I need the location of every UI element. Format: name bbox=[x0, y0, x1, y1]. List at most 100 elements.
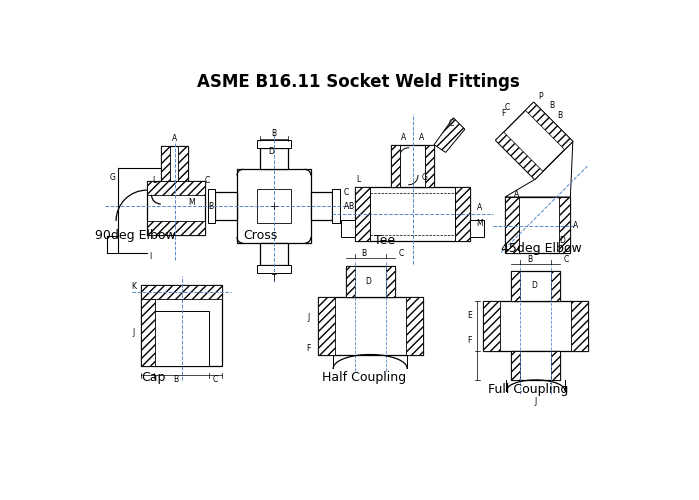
Polygon shape bbox=[147, 221, 205, 235]
Text: B: B bbox=[208, 202, 213, 211]
Polygon shape bbox=[208, 190, 215, 223]
Text: D: D bbox=[560, 236, 565, 246]
Polygon shape bbox=[141, 285, 222, 299]
Polygon shape bbox=[511, 350, 520, 380]
Text: B: B bbox=[361, 249, 366, 258]
Polygon shape bbox=[355, 187, 370, 241]
Text: Cross: Cross bbox=[243, 229, 278, 242]
Polygon shape bbox=[511, 272, 520, 300]
Polygon shape bbox=[505, 142, 573, 197]
Polygon shape bbox=[141, 285, 222, 366]
Text: M: M bbox=[476, 218, 483, 228]
Polygon shape bbox=[345, 266, 395, 297]
Polygon shape bbox=[391, 144, 401, 187]
Polygon shape bbox=[257, 265, 291, 272]
Text: C: C bbox=[212, 376, 218, 384]
Polygon shape bbox=[496, 102, 573, 180]
Text: A: A bbox=[172, 134, 178, 143]
Polygon shape bbox=[496, 132, 543, 180]
Polygon shape bbox=[260, 244, 288, 265]
Text: D: D bbox=[531, 282, 537, 290]
Text: ASME B16.11 Socket Weld Fittings: ASME B16.11 Socket Weld Fittings bbox=[197, 72, 520, 90]
Text: G: G bbox=[421, 174, 427, 182]
Text: J: J bbox=[132, 328, 134, 337]
Text: B: B bbox=[557, 111, 562, 120]
Text: F: F bbox=[468, 336, 472, 345]
Text: 90deg Elbow: 90deg Elbow bbox=[95, 229, 176, 242]
Polygon shape bbox=[391, 144, 434, 187]
Text: C: C bbox=[344, 188, 349, 197]
Polygon shape bbox=[455, 187, 470, 241]
Text: C: C bbox=[505, 103, 510, 112]
Text: C: C bbox=[398, 249, 403, 258]
Text: M: M bbox=[188, 198, 195, 207]
Text: A: A bbox=[419, 132, 424, 141]
Text: A: A bbox=[477, 204, 482, 212]
Text: D: D bbox=[268, 147, 275, 156]
Polygon shape bbox=[484, 300, 500, 350]
Polygon shape bbox=[511, 272, 561, 300]
Text: B: B bbox=[173, 376, 178, 384]
Text: Half Coupling: Half Coupling bbox=[322, 370, 407, 384]
Polygon shape bbox=[434, 118, 465, 152]
Polygon shape bbox=[526, 102, 573, 150]
Polygon shape bbox=[107, 236, 117, 252]
Polygon shape bbox=[178, 146, 188, 181]
Polygon shape bbox=[559, 197, 570, 252]
Polygon shape bbox=[345, 266, 355, 297]
Polygon shape bbox=[571, 300, 588, 350]
Polygon shape bbox=[405, 297, 422, 354]
Text: C: C bbox=[564, 254, 569, 264]
Text: A: A bbox=[514, 190, 519, 199]
Text: L: L bbox=[152, 176, 157, 186]
Polygon shape bbox=[551, 350, 561, 380]
Text: B: B bbox=[549, 101, 554, 110]
Text: J: J bbox=[308, 314, 310, 322]
Polygon shape bbox=[425, 144, 434, 187]
Text: B: B bbox=[271, 130, 277, 138]
Text: Full Coupling: Full Coupling bbox=[488, 383, 568, 396]
Text: L: L bbox=[356, 175, 361, 184]
Text: B: B bbox=[348, 202, 354, 211]
Polygon shape bbox=[215, 192, 237, 220]
Polygon shape bbox=[311, 192, 333, 220]
Polygon shape bbox=[161, 146, 188, 181]
Polygon shape bbox=[237, 170, 311, 244]
Polygon shape bbox=[505, 197, 519, 252]
Polygon shape bbox=[386, 266, 395, 297]
Text: E: E bbox=[467, 311, 472, 320]
Text: D: D bbox=[366, 277, 372, 286]
Text: F: F bbox=[501, 109, 506, 118]
Text: K: K bbox=[131, 282, 136, 292]
Polygon shape bbox=[257, 140, 291, 148]
Polygon shape bbox=[551, 272, 561, 300]
Polygon shape bbox=[484, 300, 588, 350]
Polygon shape bbox=[505, 197, 570, 252]
Text: J: J bbox=[535, 397, 537, 406]
Polygon shape bbox=[147, 181, 205, 194]
Text: F: F bbox=[306, 344, 311, 353]
Polygon shape bbox=[511, 350, 561, 380]
Text: A: A bbox=[344, 202, 349, 211]
Text: B: B bbox=[527, 254, 532, 264]
Polygon shape bbox=[161, 146, 170, 181]
Text: C: C bbox=[204, 176, 210, 186]
Text: A: A bbox=[573, 221, 578, 230]
Text: A: A bbox=[401, 132, 406, 141]
Polygon shape bbox=[141, 299, 155, 366]
Polygon shape bbox=[257, 190, 291, 223]
Polygon shape bbox=[341, 220, 355, 237]
Text: T: T bbox=[272, 274, 276, 283]
Polygon shape bbox=[147, 181, 205, 235]
Polygon shape bbox=[318, 297, 335, 354]
Polygon shape bbox=[470, 220, 484, 237]
Polygon shape bbox=[355, 187, 470, 241]
Text: G: G bbox=[109, 174, 115, 182]
Polygon shape bbox=[318, 297, 422, 354]
Polygon shape bbox=[154, 310, 209, 366]
Text: C: C bbox=[448, 118, 454, 128]
Polygon shape bbox=[333, 190, 340, 223]
Text: Tee: Tee bbox=[374, 234, 395, 248]
Text: P: P bbox=[538, 92, 543, 101]
Polygon shape bbox=[260, 148, 288, 170]
